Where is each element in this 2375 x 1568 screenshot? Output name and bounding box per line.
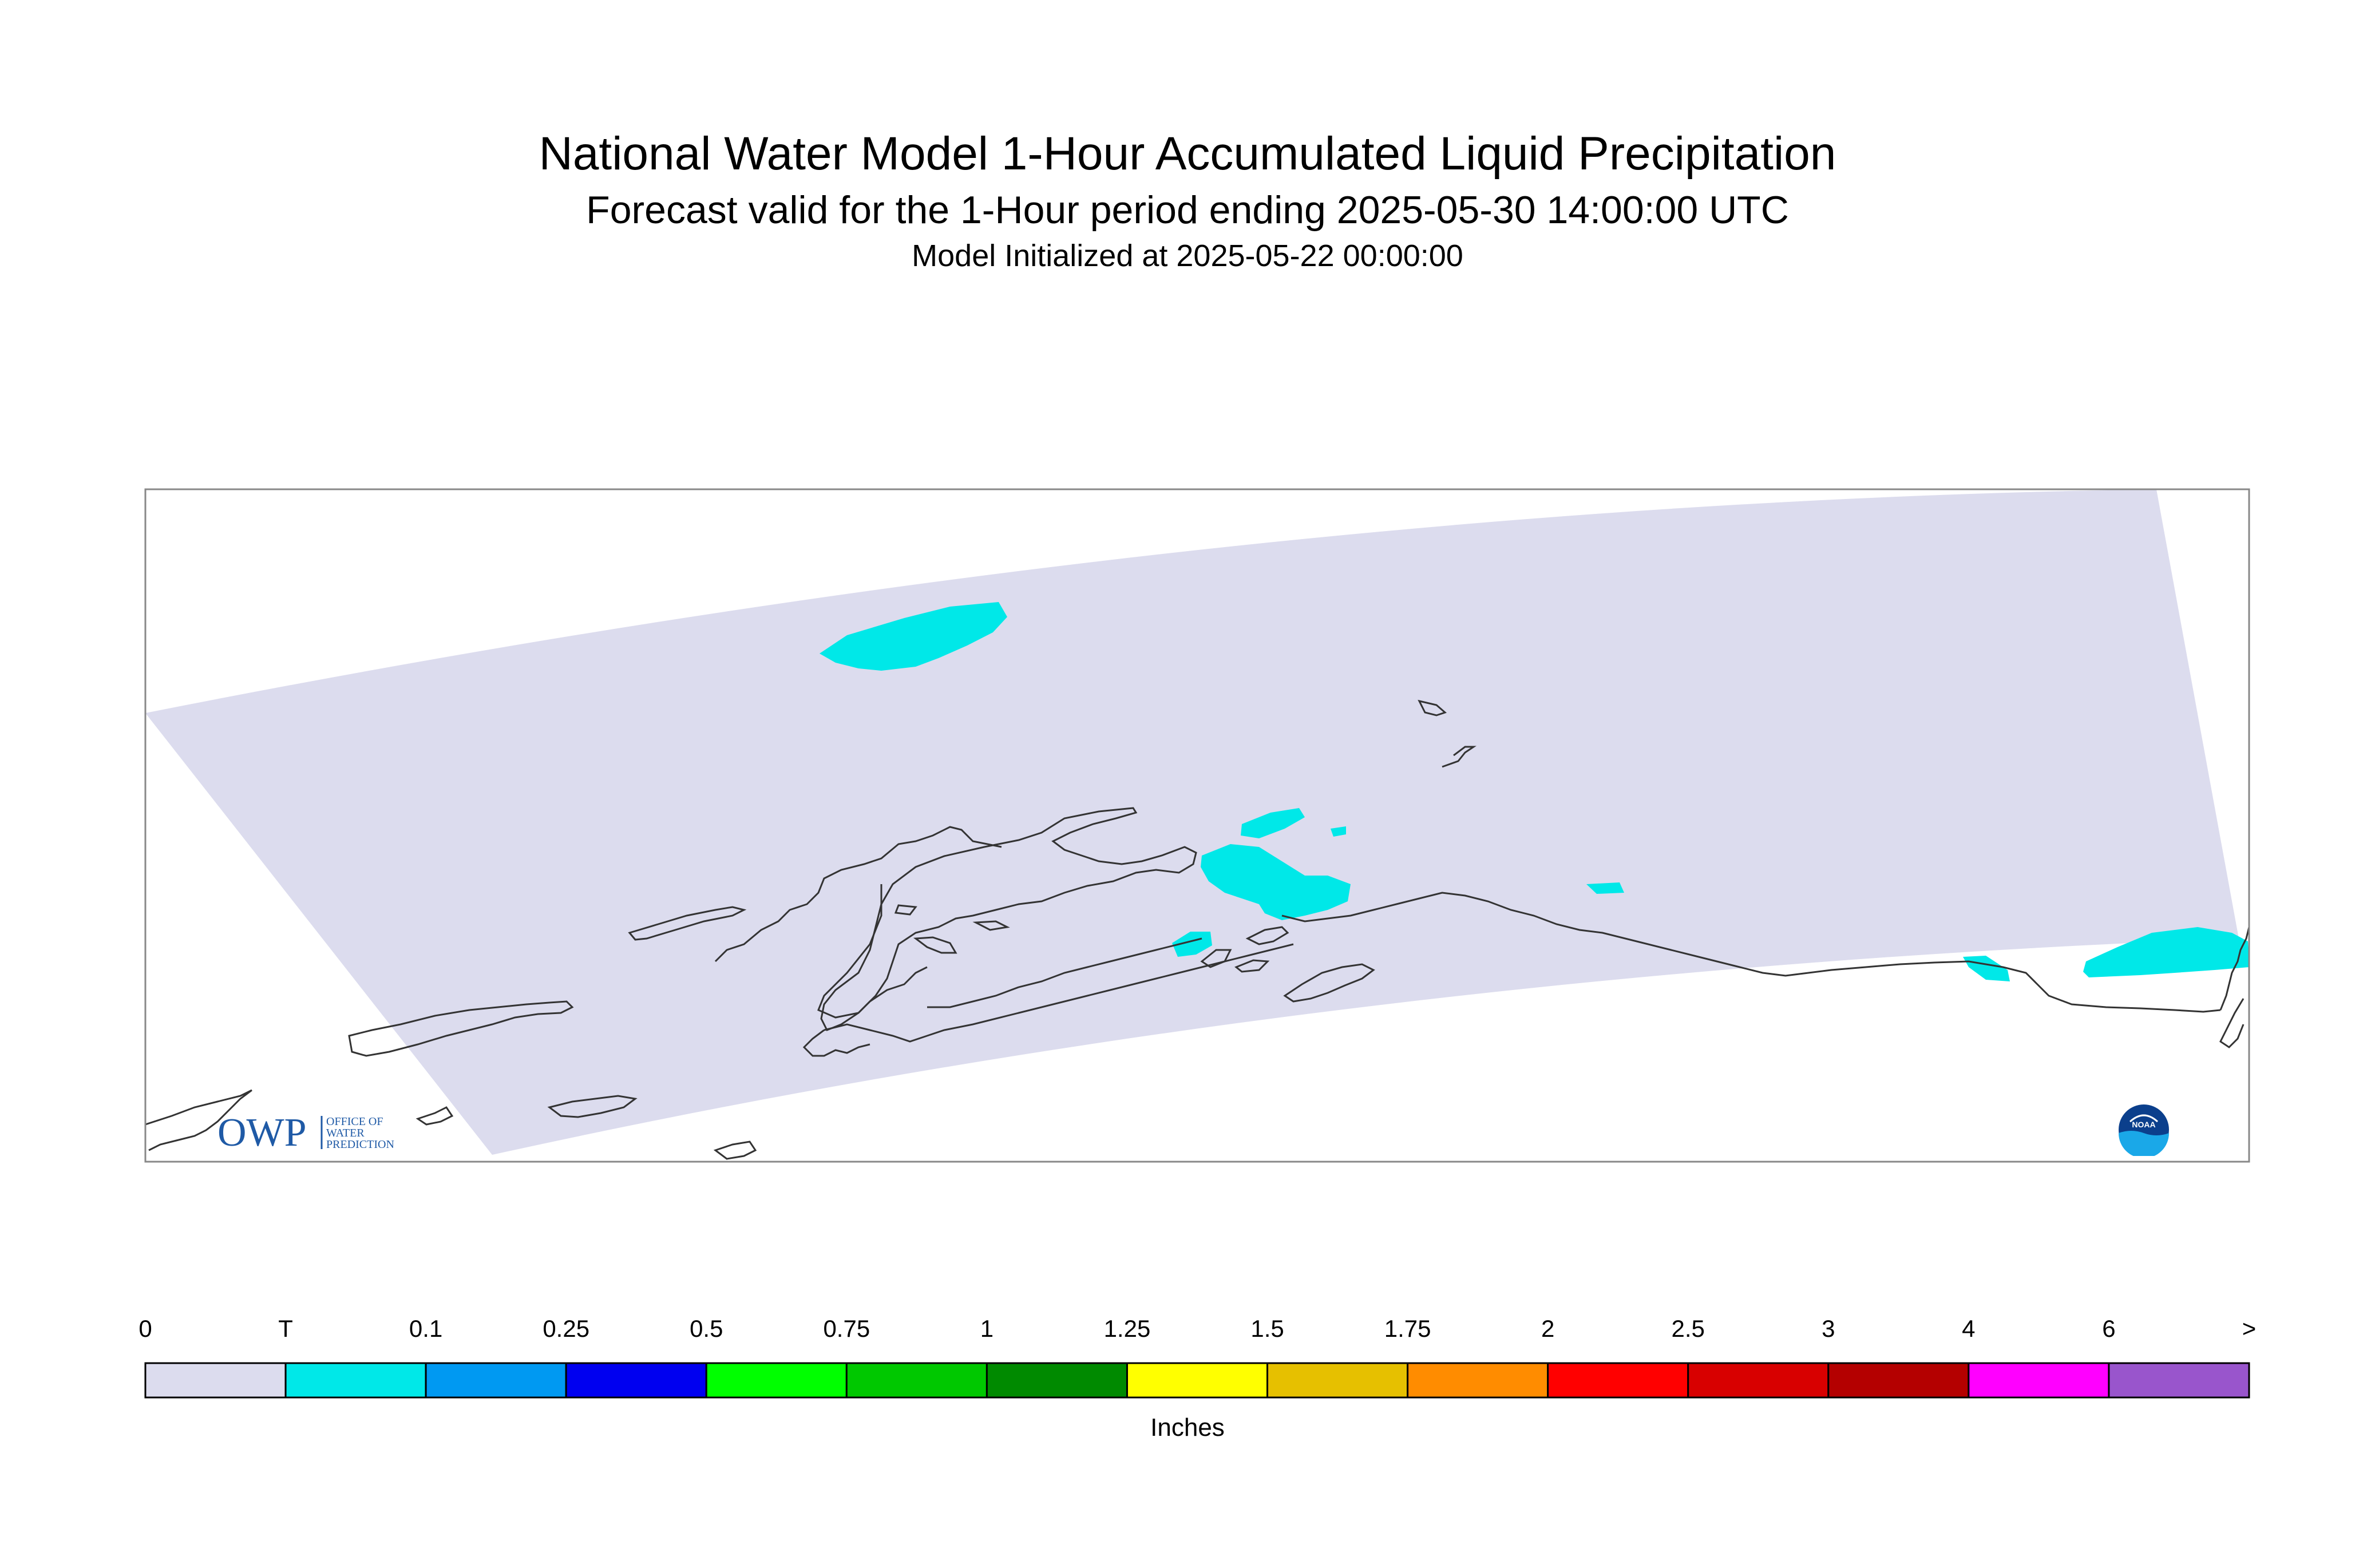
coastline-chukotka-1 [1418, 699, 1447, 716]
noaa-logo: NOAA [2119, 1104, 2169, 1156]
precip-area-central-2 [1201, 844, 1351, 920]
coastline-southeast [2219, 926, 2250, 1011]
coastline-bristol [802, 1029, 870, 1057]
map-title: National Water Model 1-Hour Accumulated … [539, 128, 1836, 180]
coastline-peninsula [817, 884, 928, 1019]
coastline-west-shore [714, 826, 1002, 963]
precip-area-central-3 [1172, 932, 1212, 957]
legend-swatch [1827, 1362, 1970, 1399]
model-domain [145, 489, 2239, 1155]
legend-swatch [425, 1362, 567, 1399]
owp-logo-text-2: WATER [326, 1127, 365, 1139]
legend-swatch [1266, 1362, 1409, 1399]
coastline-west-outer [348, 1000, 574, 1057]
coastline-island-2 [972, 920, 1010, 931]
coastline-south-2 [1281, 892, 2221, 1013]
legend-swatch [985, 1362, 1128, 1399]
color-legend-bar [144, 1362, 2250, 1399]
precip-area-east-3 [2083, 927, 2249, 977]
coastline-chukotka-2 [1442, 746, 1477, 768]
legend-swatch [1968, 1362, 2110, 1399]
coastline-south-1 [824, 943, 1294, 1043]
precip-area-east-2 [1963, 956, 2010, 981]
precip-area-central-4 [1331, 826, 1346, 837]
coastline-southwest-islands [713, 1141, 757, 1160]
legend-swatch [1547, 1362, 1689, 1399]
legend-units-label: Inches [1150, 1413, 1225, 1442]
coastline-island-6 [1245, 926, 1289, 945]
coastline-alaska-peninsula [927, 937, 1202, 1008]
coastline-lower-mid [415, 1106, 454, 1126]
legend-swatch [565, 1362, 707, 1399]
legend-swatch [284, 1362, 427, 1399]
coastline-island-5 [1283, 963, 1375, 1003]
coastlines [145, 699, 2250, 1160]
noaa-logo-text: NOAA [2132, 1120, 2155, 1129]
legend-swatch [845, 1362, 988, 1399]
coastline-island-1 [913, 936, 957, 954]
coastline-island-3 [894, 904, 917, 916]
owp-logo-text-1: OFFICE OF [326, 1115, 383, 1128]
owp-logo-mark: OWP [217, 1111, 307, 1155]
precip-area-east-1 [1586, 882, 1624, 894]
coastline-lower-west [145, 1089, 252, 1151]
coastline-mainland [820, 807, 1197, 1031]
map-subtitle: Forecast valid for the 1-Hour period end… [586, 188, 1789, 232]
legend-swatch [1407, 1362, 1549, 1399]
model-init-time: Model Initialized at 2025-05-22 00:00:00 [912, 239, 1463, 273]
coastline-lower-south [547, 1095, 638, 1118]
legend-swatch [144, 1362, 287, 1399]
legend-swatch [1126, 1362, 1269, 1399]
legend-swatch [1687, 1362, 1830, 1399]
coastline-island-4 [628, 906, 747, 941]
owp-logo-text-3: PREDICTION [326, 1138, 394, 1151]
legend-swatch [2108, 1362, 2250, 1399]
map-frame [144, 488, 2250, 1163]
coastline-island-8 [1200, 949, 1232, 968]
precip-area-north [820, 602, 1007, 671]
owp-logo: OWP OFFICE OF WATER PREDICTION [217, 1111, 394, 1155]
precip-area-central-1 [1241, 808, 1305, 838]
legend-swatch [705, 1362, 848, 1399]
coastline-panhandle [2219, 998, 2245, 1048]
coastline-island-7 [1234, 959, 1270, 973]
